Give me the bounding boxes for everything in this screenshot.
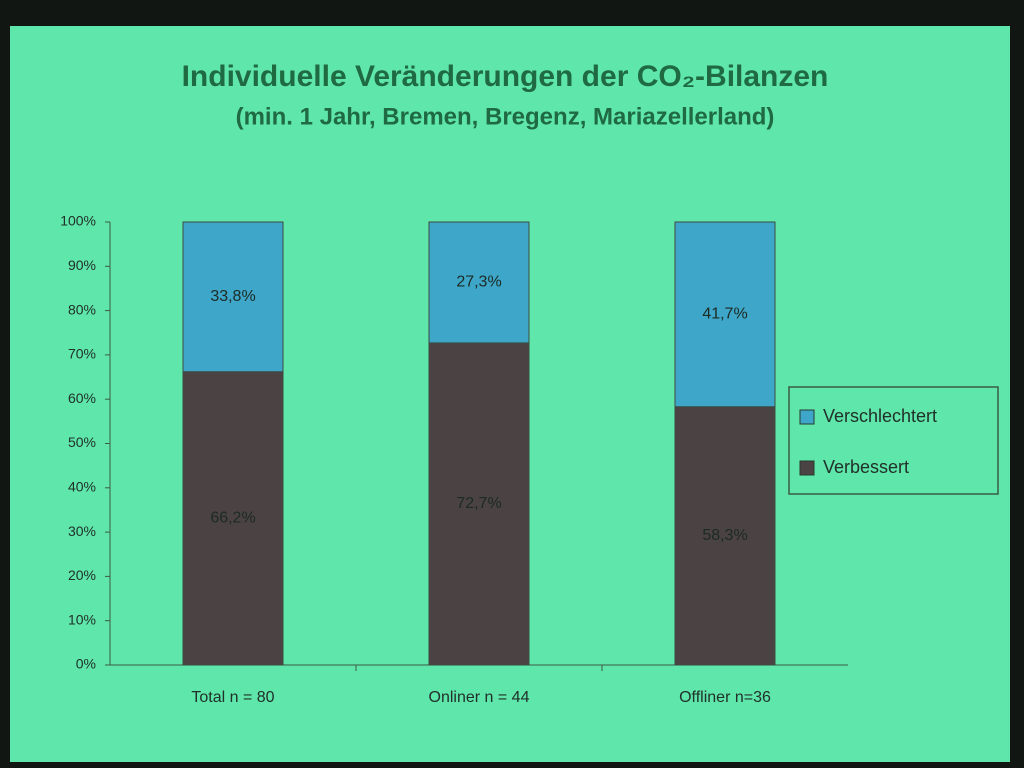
chart-title: Individuelle Veränderungen der CO₂-Bilan… — [182, 60, 829, 93]
legend-label: Verschlechtert — [823, 406, 937, 426]
y-tick-label: 40% — [68, 479, 96, 495]
y-tick-label: 0% — [76, 656, 96, 672]
y-tick-label: 70% — [68, 346, 96, 362]
legend-box — [788, 386, 999, 495]
y-tick-label: 10% — [68, 611, 96, 627]
y-tick-label: 100% — [60, 213, 96, 229]
data-label: 41,7% — [702, 306, 747, 323]
data-label: 58,3% — [702, 527, 747, 544]
data-label: 72,7% — [456, 495, 501, 512]
legend-label: Verbessert — [823, 457, 909, 477]
y-tick-label: 90% — [68, 257, 96, 273]
x-tick-label: Onliner n = 44 — [429, 689, 530, 706]
y-tick-label: 50% — [68, 434, 96, 450]
legend-swatch — [799, 460, 815, 476]
bar-segment — [428, 221, 530, 344]
legend-swatch — [799, 409, 815, 425]
bar-segment — [674, 406, 776, 666]
y-tick-label: 20% — [68, 567, 96, 583]
y-tick-label: 80% — [68, 301, 96, 317]
bar-segment — [428, 342, 530, 666]
data-label: 66,2% — [210, 510, 255, 527]
data-label: 27,3% — [456, 274, 501, 291]
x-tick-label: Offliner n=36 — [679, 689, 771, 706]
bar-segment — [674, 221, 776, 408]
x-tick-label: Total n = 80 — [191, 689, 274, 706]
bar-segment — [182, 221, 284, 373]
y-tick-label: 60% — [68, 390, 96, 406]
chart-subtitle: (min. 1 Jahr, Bremen, Bregenz, Mariazell… — [236, 103, 775, 130]
y-tick-label: 30% — [68, 523, 96, 539]
data-label: 33,8% — [210, 288, 255, 305]
